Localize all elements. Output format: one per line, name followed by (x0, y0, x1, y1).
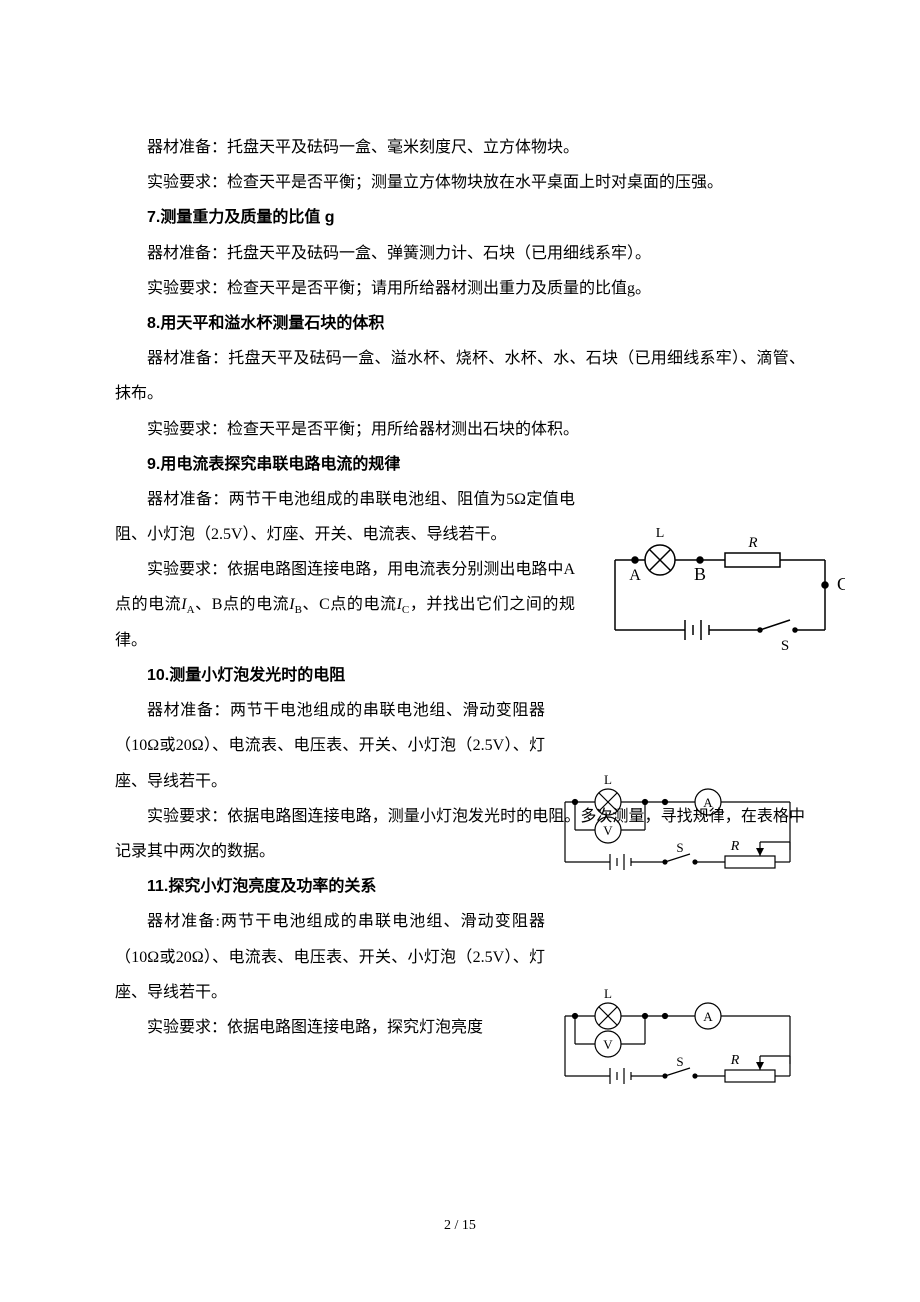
label-A: A (703, 795, 713, 810)
label-S: S (676, 1054, 683, 1069)
paragraph: 器材准备：托盘天平及砝码一盒、毫米刻度尺、立方体物块。 (115, 130, 805, 165)
label-S: S (676, 840, 683, 855)
label-V: V (603, 1037, 613, 1052)
heading-8: 8.用天平和溢水杯测量石块的体积 (115, 306, 805, 341)
circuit-diagram-10: L A V S R (555, 772, 805, 892)
circuit-diagram-11: L A V S R (555, 986, 805, 1106)
sub-A: A (187, 605, 195, 617)
heading-9: 9.用电流表探究串联电路电流的规律 (115, 447, 805, 482)
circuit-diagram-9: L R A B C S (605, 525, 845, 675)
heading-7: 7.测量重力及质量的比值 g (115, 200, 805, 235)
label-R: R (730, 1053, 740, 1068)
text: 、C点的电流 (302, 596, 397, 613)
label-B: B (694, 564, 706, 584)
text: 、B点的电流 (195, 596, 290, 613)
paragraph: 实验要求：检查天平是否平衡；用所给器材测出石块的体积。 (115, 412, 805, 447)
page-number: 2 / 15 (0, 1211, 920, 1242)
paragraph: 器材准备：托盘天平及砝码一盒、溢水杯、烧杯、水杯、水、石块（已用细线系牢）、滴管… (115, 341, 805, 411)
sub-B: B (295, 605, 302, 617)
label-R: R (730, 839, 740, 854)
paragraph: 器材准备：托盘天平及砝码一盒、弹簧测力计、石块（已用细线系牢）。 (115, 236, 805, 271)
label-V: V (603, 823, 613, 838)
paragraph: 实验要求：检查天平是否平衡；测量立方体物块放在水平桌面上时对桌面的压强。 (115, 165, 805, 200)
label-L: L (604, 986, 612, 1001)
label-R: R (747, 535, 757, 551)
label-A: A (629, 567, 641, 584)
label-L: L (656, 526, 665, 541)
label-A: A (703, 1009, 713, 1024)
label-L: L (604, 772, 612, 787)
page-content: 器材准备：托盘天平及砝码一盒、毫米刻度尺、立方体物块。 实验要求：检查天平是否平… (115, 130, 805, 1045)
paragraph: 实验要求：检查天平是否平衡；请用所给器材测出重力及质量的比值g。 (115, 271, 805, 306)
label-S: S (781, 638, 789, 654)
label-C: C (837, 574, 845, 594)
